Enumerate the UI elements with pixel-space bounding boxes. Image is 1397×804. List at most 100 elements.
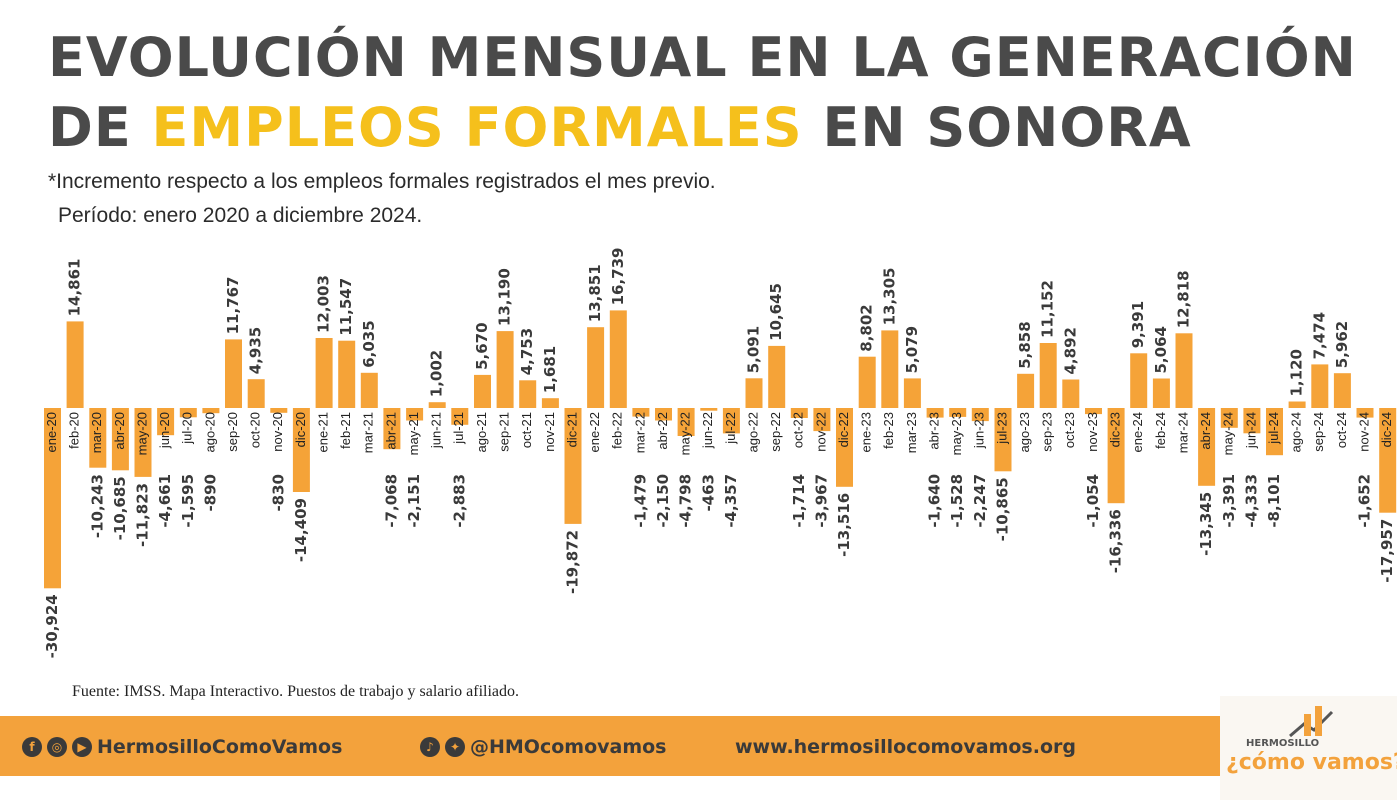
value-label: -13,345 xyxy=(1197,492,1215,556)
value-label: 10,645 xyxy=(767,283,785,341)
category-label: ago-23 xyxy=(1017,412,1032,452)
facebook-icon[interactable]: f xyxy=(22,737,42,757)
value-label: -1,714 xyxy=(790,474,808,528)
category-label: ago-21 xyxy=(474,412,489,452)
value-label: 4,892 xyxy=(1061,327,1079,374)
value-label: 5,670 xyxy=(473,322,491,369)
bar-mar-23 xyxy=(903,378,921,408)
bar-sep-22 xyxy=(768,345,786,408)
bar-ene-23 xyxy=(858,356,876,408)
category-label: abr-24 xyxy=(1198,412,1213,450)
value-label: -1,528 xyxy=(948,474,966,528)
youtube-icon[interactable]: ▶ xyxy=(72,737,92,757)
category-label: nov-24 xyxy=(1356,412,1371,452)
footer-website-text[interactable]: www.hermosillocomovamos.org xyxy=(735,736,1076,758)
category-label: sep-24 xyxy=(1311,412,1326,452)
value-label: -4,661 xyxy=(156,474,174,528)
value-label: -1,595 xyxy=(179,474,197,528)
value-label: -17,957 xyxy=(1378,519,1396,583)
footer-social-name[interactable]: HermosilloComoVamos xyxy=(97,736,343,758)
bar-oct-21 xyxy=(519,380,537,408)
category-label: feb-21 xyxy=(338,412,353,449)
bar-mar-20 xyxy=(89,408,107,468)
category-label: ago-20 xyxy=(202,412,217,452)
bar-sep-24 xyxy=(1311,364,1329,408)
category-label: ene-22 xyxy=(587,412,602,452)
category-label: dic-20 xyxy=(293,412,308,447)
category-label: oct-21 xyxy=(519,412,534,448)
bar-abr-22 xyxy=(655,408,672,421)
bar-jul-20 xyxy=(179,408,197,418)
value-label: 6,035 xyxy=(360,320,378,367)
category-label: ago-22 xyxy=(745,412,760,452)
category-label: oct-23 xyxy=(1062,412,1077,448)
footer-handle-text[interactable]: @HMOcomovamos xyxy=(470,736,667,758)
value-label: -8,101 xyxy=(1265,474,1283,528)
category-label: nov-21 xyxy=(542,412,557,452)
category-label: oct-24 xyxy=(1334,412,1349,448)
value-label: -3,967 xyxy=(812,474,830,528)
bar-ene-22 xyxy=(587,327,605,408)
category-label: feb-22 xyxy=(610,412,625,449)
bar-ene-21 xyxy=(315,338,333,408)
value-label: -7,068 xyxy=(382,474,400,528)
bar-abr-24 xyxy=(1198,408,1216,486)
bar-ago-23 xyxy=(1017,373,1035,408)
category-label: may-21 xyxy=(406,412,421,455)
source-note: Fuente: IMSS. Mapa Interactivo. Puestos … xyxy=(72,683,520,700)
category-label: ene-24 xyxy=(1130,412,1145,452)
bar-abr-21 xyxy=(383,408,401,450)
category-label: ene-23 xyxy=(859,412,874,452)
bar-dic-21 xyxy=(564,408,582,524)
value-label: -10,685 xyxy=(111,476,129,540)
bar-jul-23 xyxy=(994,408,1012,472)
value-label: 5,079 xyxy=(903,326,921,373)
bar-oct-24 xyxy=(1333,373,1351,408)
value-label: 7,474 xyxy=(1310,312,1328,359)
value-label: -2,151 xyxy=(405,474,423,528)
bar-jun-22 xyxy=(700,408,718,411)
category-label: jul-21 xyxy=(451,412,466,445)
value-label: 1,002 xyxy=(428,350,446,397)
category-label: jun-20 xyxy=(157,412,172,449)
footer-social[interactable]: f ◎ ▶ HermosilloComoVamos xyxy=(22,736,342,758)
bar-jun-23 xyxy=(971,408,989,422)
value-label: -10,243 xyxy=(88,474,106,538)
value-label: 5,962 xyxy=(1333,321,1351,368)
bar-dic-23 xyxy=(1107,408,1125,504)
logo-main-text: ¿cómo vamos? xyxy=(1226,750,1397,775)
bar-dic-20 xyxy=(292,408,310,492)
category-label: sep-21 xyxy=(497,412,512,452)
bar-oct-23 xyxy=(1062,379,1080,408)
category-label: mar-20 xyxy=(89,412,104,453)
tiktok-icon[interactable]: ♪ xyxy=(420,737,440,757)
title-highlight: EMPLEOS FORMALES xyxy=(151,96,803,159)
value-label: 16,739 xyxy=(609,248,627,306)
bar-ago-21 xyxy=(474,374,491,408)
bar-sep-21 xyxy=(496,331,514,408)
value-label: 13,190 xyxy=(496,268,514,326)
category-label: feb-23 xyxy=(881,412,896,449)
category-label: oct-20 xyxy=(248,412,263,448)
value-label: -463 xyxy=(699,474,717,512)
category-label: oct-22 xyxy=(791,412,806,448)
bar-oct-20 xyxy=(247,379,265,408)
bar-jun-21 xyxy=(428,402,446,408)
bar-nov-21 xyxy=(541,398,559,408)
footer-website[interactable]: www.hermosillocomovamos.org xyxy=(735,736,1076,758)
value-label: -1,479 xyxy=(631,474,649,528)
bar-sep-23 xyxy=(1039,343,1057,408)
value-label: -2,150 xyxy=(654,474,672,528)
twitter-icon[interactable]: ✦ xyxy=(445,737,465,757)
category-label: may-22 xyxy=(678,412,693,455)
instagram-icon[interactable]: ◎ xyxy=(47,737,67,757)
subtitle-note: *Incremento respecto a los empleos forma… xyxy=(48,170,716,193)
category-label: jun-22 xyxy=(700,412,715,449)
category-label: dic-23 xyxy=(1108,412,1123,447)
category-label: abr-21 xyxy=(383,412,398,450)
value-label: -4,798 xyxy=(677,474,695,528)
category-label: dic-22 xyxy=(836,412,851,447)
title-line-1: EVOLUCIÓN MENSUAL EN LA GENERACIÓN xyxy=(48,26,1357,89)
footer-handle[interactable]: ♪ ✦ @HMOcomovamos xyxy=(420,736,667,758)
bar-jun-24 xyxy=(1243,408,1261,434)
